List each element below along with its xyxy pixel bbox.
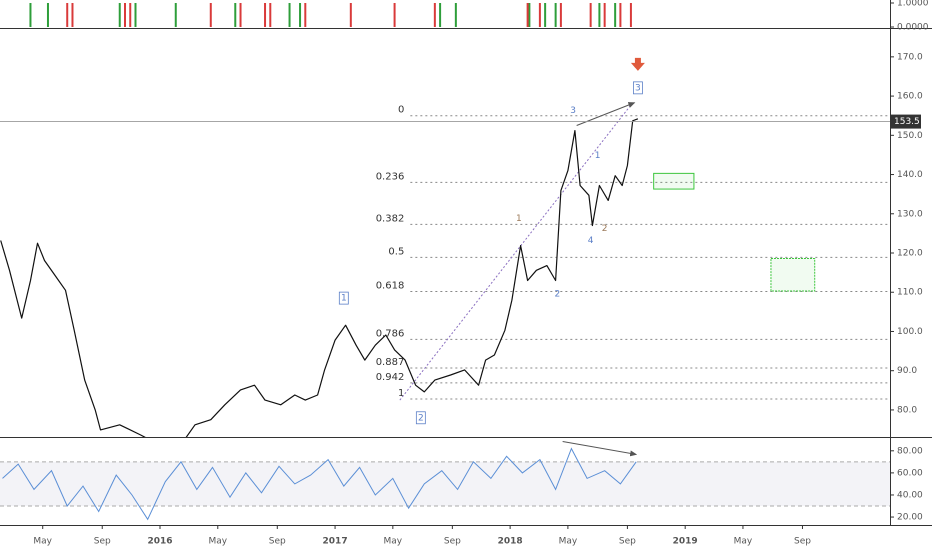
x-tick-label: May: [559, 537, 578, 547]
wave-label: 2: [418, 413, 424, 423]
y-tick-label: 160.0: [897, 92, 923, 102]
fib-label: 0.382: [376, 213, 405, 224]
signal-bar: [598, 2, 601, 27]
signal-bar: [528, 2, 531, 27]
signal-bar: [619, 2, 622, 27]
x-tick-label: May: [208, 537, 227, 547]
last-price-label: 153.5: [894, 117, 920, 127]
signal-bar: [304, 2, 307, 27]
x-tick-label: Sep: [794, 537, 811, 547]
x-tick-label: 2018: [498, 537, 523, 547]
signal-bar: [269, 2, 272, 27]
signal-bar: [71, 2, 74, 27]
target-box: [653, 172, 695, 190]
wave-box: [338, 291, 349, 305]
wave-box: [415, 411, 426, 425]
y-tick-label: 110.0: [897, 288, 923, 298]
y-tick-label: 140.0: [897, 170, 923, 180]
target-box: [770, 258, 816, 292]
signal-bar: [544, 2, 547, 27]
x-tick-label: Sep: [269, 537, 286, 547]
signal-bar: [29, 2, 32, 27]
signal-bar: [129, 2, 132, 27]
y-tick-label: 0.0000: [897, 22, 929, 32]
y-tick-label: 120.0: [897, 249, 923, 259]
signal-arrow: [630, 57, 645, 71]
signal-bar: [559, 2, 562, 27]
signal-bar: [174, 2, 177, 27]
wave-label: 3: [635, 83, 641, 93]
y-tick-label: 60.00: [897, 468, 923, 478]
signal-bar: [629, 2, 632, 27]
x-tick-label: May: [734, 537, 753, 547]
y-tick-label: 100.0: [897, 327, 923, 337]
fib-label: 0: [398, 105, 404, 116]
wave-label: 2: [555, 290, 561, 300]
x-tick-label: 2019: [673, 537, 698, 547]
y-tick-label: 1.0000: [897, 0, 929, 8]
signal-bar: [526, 2, 529, 27]
fib-label: 0.942: [376, 372, 405, 383]
signal-bar: [454, 2, 457, 27]
rsi-arrow: [562, 441, 638, 457]
main-plot: 0 0.236 0.382 0.5 0.618 0.786 0.887 0.942 1 1 2 3 3 1…: [0, 57, 890, 437]
signal-bar: [299, 2, 302, 27]
x-tick-label: 2017: [323, 537, 348, 547]
signal-bar: [66, 2, 69, 27]
x-tick-label: Sep: [94, 537, 111, 547]
y-tick-label: 150.0: [897, 131, 923, 141]
signal-bar: [393, 2, 396, 27]
signal-bar: [123, 2, 126, 27]
wave-label: 4: [588, 236, 594, 246]
wave-label: 2: [602, 224, 608, 234]
signal-bar: [288, 2, 291, 27]
fib-label: 0.5: [388, 246, 404, 257]
wave-label: 3: [570, 106, 576, 116]
fib-label: 0.786: [376, 328, 405, 339]
fib-label: 0.887: [376, 357, 405, 368]
signal-bar: [209, 2, 212, 27]
rsi-band: [0, 461, 890, 507]
wave-label: 1: [341, 294, 347, 304]
y-tick-label: 20.00: [897, 513, 923, 523]
signal-bar: [264, 2, 267, 27]
wave-label: 1: [595, 151, 601, 161]
signal-bar: [349, 2, 352, 27]
y-tick-label: 80.0: [897, 405, 917, 415]
y-tick-label: 40.00: [897, 490, 923, 500]
signal-bar: [46, 2, 49, 27]
x-tick-label: Sep: [619, 537, 636, 547]
signal-bar: [554, 2, 557, 27]
fib-label: 0.618: [376, 280, 405, 291]
price-line: [0, 118, 639, 437]
last-price-tag: [891, 114, 921, 129]
trend-line: [399, 102, 634, 401]
signal-bar: [239, 2, 242, 27]
y-tick-label: 130.0: [897, 209, 923, 219]
wave-label: 1: [516, 214, 522, 224]
x-tick-label: May: [33, 537, 52, 547]
x-tick-label: Sep: [444, 537, 461, 547]
fib-label: 0.236: [376, 171, 405, 182]
signal-bar: [603, 2, 606, 27]
signal-bar: [439, 2, 442, 27]
y-tick-label: 80.00: [897, 446, 923, 456]
x-tick-label: May: [384, 537, 403, 547]
x-tick-label: 2016: [147, 537, 172, 547]
signal-bar: [134, 2, 137, 27]
y-tick-label: 90.0: [897, 366, 917, 376]
y-tick-label: 170.0: [897, 52, 923, 62]
signal-bar: [614, 2, 617, 27]
signal-bar: [433, 2, 436, 27]
signal-bar: [234, 2, 237, 27]
fib-label: 1: [398, 388, 404, 399]
wave-box: [633, 81, 643, 95]
rsi-line: [2, 447, 637, 521]
signal-bar: [118, 2, 121, 27]
signal-bar: [589, 2, 592, 27]
signal-bar: [538, 2, 541, 27]
